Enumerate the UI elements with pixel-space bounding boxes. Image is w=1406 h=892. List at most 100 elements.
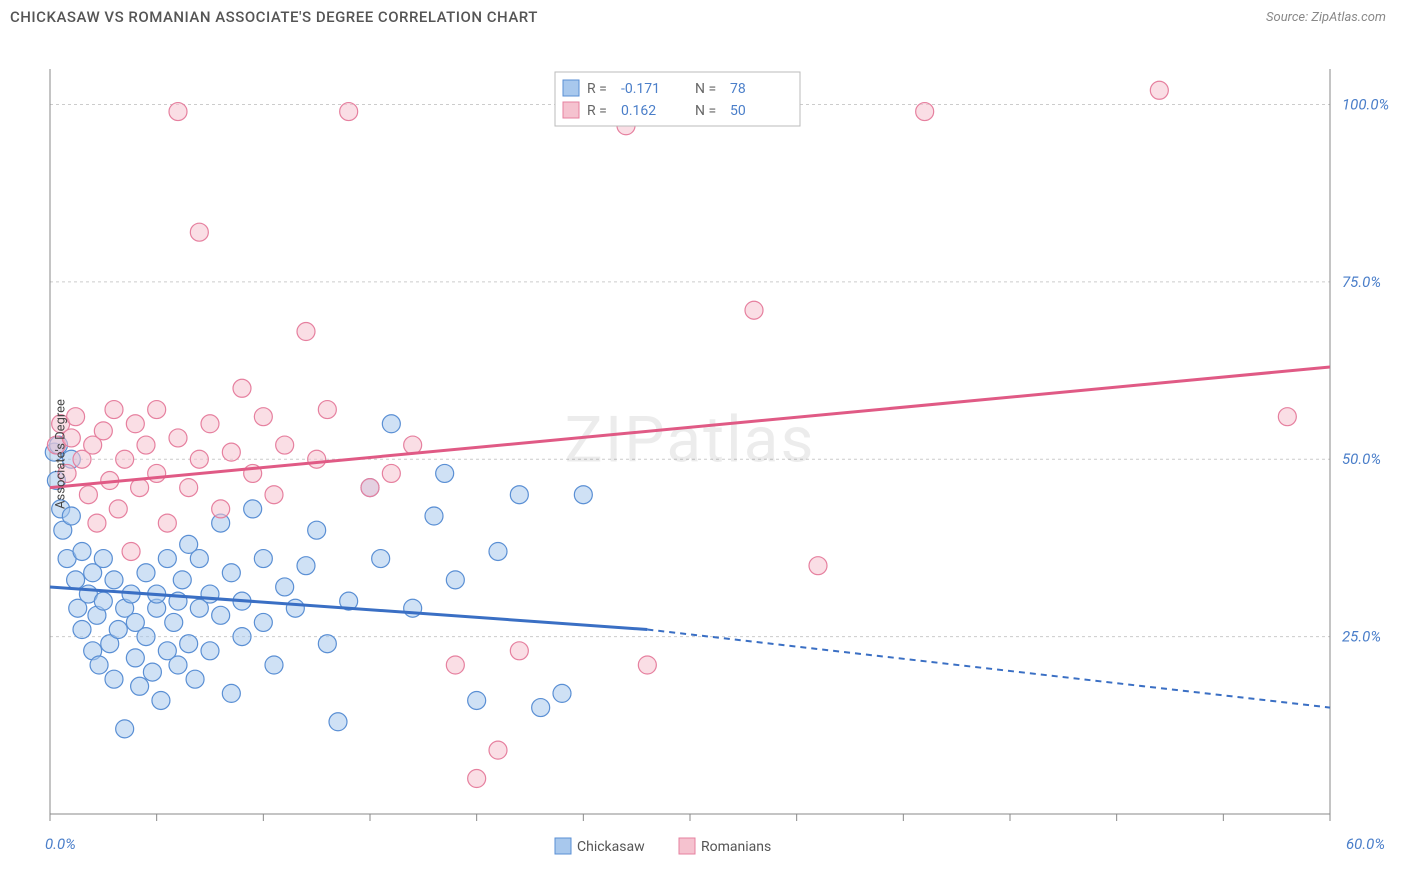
data-point xyxy=(137,436,155,454)
data-point xyxy=(265,486,283,504)
data-point xyxy=(190,550,208,568)
data-point xyxy=(137,628,155,646)
chart-source: Source: ZipAtlas.com xyxy=(1266,10,1386,25)
data-point xyxy=(233,628,251,646)
data-point xyxy=(254,613,272,631)
data-point xyxy=(116,720,134,738)
legend-r-value: -0.171 xyxy=(621,81,660,97)
data-point xyxy=(105,571,123,589)
data-point xyxy=(222,684,240,702)
data-point xyxy=(361,479,379,497)
data-point xyxy=(510,486,528,504)
data-point xyxy=(222,443,240,461)
data-point xyxy=(916,103,934,121)
data-point xyxy=(372,550,390,568)
data-point xyxy=(510,642,528,660)
data-point xyxy=(574,486,592,504)
data-point xyxy=(116,450,134,468)
data-point xyxy=(90,656,108,674)
data-point xyxy=(286,599,304,617)
data-point xyxy=(148,464,166,482)
legend-swatch xyxy=(563,80,579,96)
data-point xyxy=(190,223,208,241)
data-point xyxy=(212,500,230,518)
data-point xyxy=(638,656,656,674)
data-point xyxy=(425,507,443,525)
data-point xyxy=(73,621,91,639)
data-point xyxy=(446,571,464,589)
data-point xyxy=(143,663,161,681)
data-point xyxy=(201,585,219,603)
trend-line-extrapolated xyxy=(647,630,1330,708)
data-point xyxy=(244,500,262,518)
legend-r-value: 0.162 xyxy=(621,103,656,119)
data-point xyxy=(94,422,112,440)
legend-r-label: R = xyxy=(587,103,607,119)
data-point xyxy=(1278,408,1296,426)
data-point xyxy=(158,550,176,568)
data-point xyxy=(265,656,283,674)
data-point xyxy=(109,500,127,518)
legend-swatch xyxy=(679,838,695,854)
data-point xyxy=(126,415,144,433)
data-point xyxy=(446,656,464,674)
data-point xyxy=(745,301,763,319)
data-point xyxy=(532,699,550,717)
data-point xyxy=(79,486,97,504)
data-point xyxy=(1150,81,1168,99)
data-point xyxy=(122,542,140,560)
data-point xyxy=(468,691,486,709)
data-point xyxy=(173,571,191,589)
data-point xyxy=(468,770,486,788)
legend-n-label: N = xyxy=(695,81,716,97)
data-point xyxy=(105,670,123,688)
data-point xyxy=(318,401,336,419)
data-point xyxy=(489,542,507,560)
data-point xyxy=(318,635,336,653)
legend-n-value: 78 xyxy=(730,81,746,97)
data-point xyxy=(131,677,149,695)
data-point xyxy=(340,103,358,121)
data-point xyxy=(180,635,198,653)
data-point xyxy=(809,557,827,575)
data-point xyxy=(382,415,400,433)
data-point xyxy=(169,429,187,447)
data-point xyxy=(109,621,127,639)
y-tick-label: 25.0% xyxy=(1342,628,1381,646)
data-point xyxy=(88,514,106,532)
data-point xyxy=(553,684,571,702)
data-point xyxy=(489,741,507,759)
data-point xyxy=(222,564,240,582)
data-point xyxy=(201,415,219,433)
y-axis-label: Associate's Degree xyxy=(53,399,68,509)
data-point xyxy=(137,564,155,582)
legend-swatch xyxy=(555,838,571,854)
data-point xyxy=(67,571,85,589)
data-point xyxy=(276,578,294,596)
data-point xyxy=(94,592,112,610)
data-point xyxy=(105,401,123,419)
data-point xyxy=(67,408,85,426)
data-point xyxy=(94,550,112,568)
data-point xyxy=(190,450,208,468)
data-point xyxy=(297,557,315,575)
data-point xyxy=(276,436,294,454)
y-tick-label: 100.0% xyxy=(1342,95,1389,113)
data-point xyxy=(308,450,326,468)
data-point xyxy=(254,408,272,426)
watermark: ZIPatlas xyxy=(565,403,816,478)
data-point xyxy=(436,464,454,482)
data-point xyxy=(169,656,187,674)
data-point xyxy=(131,479,149,497)
data-point xyxy=(180,479,198,497)
data-point xyxy=(212,606,230,624)
data-point xyxy=(233,379,251,397)
chart-container: Associate's Degree 25.0%50.0%75.0%100.0%… xyxy=(0,34,1406,874)
x-tick-label: 60.0% xyxy=(1346,835,1385,853)
legend-series-label: Chickasaw xyxy=(577,839,645,855)
data-point xyxy=(165,613,183,631)
legend-n-value: 50 xyxy=(730,103,746,119)
data-point xyxy=(201,642,219,660)
data-point xyxy=(169,103,187,121)
chart-header: CHICKASAW VS ROMANIAN ASSOCIATE'S DEGREE… xyxy=(0,0,1406,34)
